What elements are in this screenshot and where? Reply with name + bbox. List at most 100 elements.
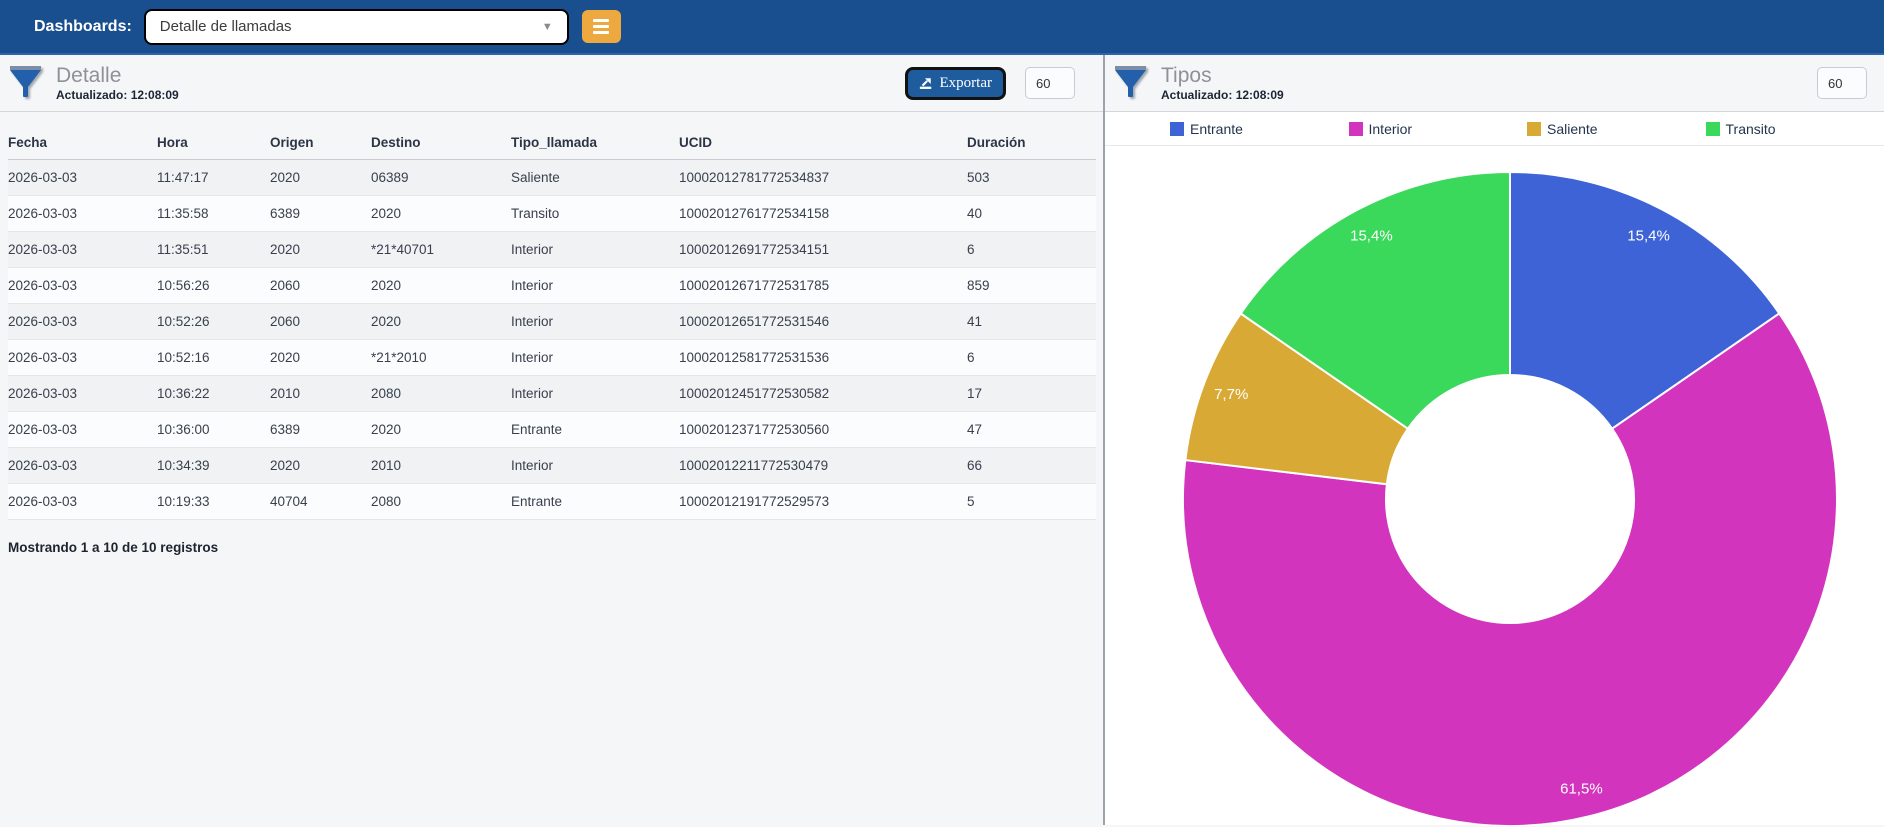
table-cell: 10:34:39 [157, 447, 270, 484]
table-cell: 2010 [371, 447, 511, 484]
table-cell: 10:36:00 [157, 411, 270, 448]
legend-item-transito[interactable]: Transito [1705, 120, 1884, 137]
legend-item-interior[interactable]: Interior [1348, 120, 1528, 137]
table-row: 2026-03-03 10:36:00 6389 2020 Entrante 100020… [8, 411, 1096, 448]
types-updated-text: Actualizado: 12:08:09 [1161, 88, 1284, 102]
table-cell: 2010 [270, 375, 371, 412]
table-cell: Transito [511, 195, 679, 232]
column-header-tipo_llamada[interactable]: Tipo_llamada [511, 126, 679, 160]
table-cell: 6389 [270, 195, 371, 232]
detail-updated-text: Actualizado: 12:08:09 [56, 88, 179, 102]
dashboard-select[interactable]: Detalle de llamadas ▼ [143, 8, 569, 45]
column-header-fecha[interactable]: Fecha [8, 126, 157, 160]
table-cell: 10002012191772529573 [679, 483, 967, 520]
updated-label: Actualizado: [56, 88, 128, 103]
table-row: 2026-03-03 10:52:16 2020 *21*2010 Interior 10… [8, 339, 1096, 376]
table-cell: 2020 [270, 339, 371, 376]
menu-button[interactable] [581, 10, 621, 43]
table-cell: 2080 [371, 483, 511, 520]
table-cell: 10:19:33 [157, 483, 270, 520]
pie-slice-transito[interactable] [1239, 171, 1511, 430]
table-footer: Mostrando 1 a 10 de 10 registros [8, 540, 219, 555]
table-cell: 10002012651772531546 [679, 303, 967, 340]
table-row: 2026-03-03 10:56:26 2060 2020 Interior 100020… [8, 267, 1096, 304]
table-cell: 2026-03-03 [8, 411, 157, 448]
table-cell: 2020 [371, 303, 511, 340]
table-cell: 2026-03-03 [8, 267, 157, 304]
table-cell: 6389 [270, 411, 371, 448]
hamburger-icon [593, 19, 610, 34]
table-cell: 66 [967, 447, 1096, 484]
table-cell: 47 [967, 411, 1096, 448]
table-cell: 10:56:26 [157, 267, 270, 304]
table-cell: 6 [967, 231, 1096, 268]
table-cell: Entrante [511, 483, 679, 520]
table-cell: 2026-03-03 [8, 375, 157, 412]
table-cell: 06389 [371, 159, 511, 196]
table-cell: 2026-03-03 [8, 195, 157, 232]
table-cell: 2020 [371, 267, 511, 304]
legend-label: Transito [1725, 120, 1776, 137]
updated-time: 12:08:09 [1235, 88, 1284, 103]
chevron-down-icon: ▼ [541, 20, 553, 33]
table-cell: 10:52:26 [157, 303, 270, 340]
table-cell: 859 [967, 267, 1096, 304]
table-row: 2026-03-03 10:19:33 40704 2080 Entrante 10002… [8, 483, 1096, 520]
table-cell: 10002012671772531785 [679, 267, 967, 304]
table-cell: 10002012581772531536 [679, 339, 967, 376]
table-cell: 10:52:16 [157, 339, 270, 376]
legend-swatch-icon [1348, 121, 1363, 136]
legend-item-saliente[interactable]: Saliente [1527, 121, 1706, 137]
legend-label: Saliente [1547, 120, 1598, 137]
table-cell: 11:35:51 [157, 231, 270, 268]
pie-slice-entrante[interactable] [1509, 171, 1781, 430]
types-panel-header: Tipos Actualizado: 12:08:09 [1105, 55, 1884, 112]
types-refresh-input[interactable] [1817, 67, 1867, 99]
table-cell: 2020 [270, 159, 371, 196]
table-cell: 41 [967, 303, 1096, 340]
types-panel-title: Tipos [1161, 63, 1212, 87]
column-header-hora[interactable]: Hora [157, 126, 270, 160]
legend-item-entrante[interactable]: Entrante [1170, 121, 1349, 137]
table-cell: Interior [511, 375, 679, 412]
dashboard-body: Detalle Actualizado: 12:08:09 Export [0, 55, 1884, 826]
table-cell: 2080 [371, 375, 511, 412]
table-cell: Entrante [511, 411, 679, 448]
pie-slice-label: 7,7% [1214, 386, 1248, 403]
pie-slice-interior[interactable] [1182, 312, 1838, 826]
calls-table-head: Fecha Hora Origen Destino Tipo_llamada UCID Du… [8, 126, 1096, 160]
legend-swatch-icon [1527, 121, 1541, 136]
table-cell: 17 [967, 375, 1096, 412]
table-cell: 2026-03-03 [8, 447, 157, 484]
table-cell: 10002012761772534158 [679, 195, 967, 232]
updated-label: Actualizado: [1161, 88, 1233, 103]
table-cell: 10002012691772534151 [679, 231, 967, 268]
legend-swatch-icon [1170, 121, 1184, 136]
table-row: 2026-03-03 11:35:58 6389 2020 Transito 100020… [8, 195, 1096, 232]
column-header-origen[interactable]: Origen [270, 126, 371, 160]
detail-refresh-input[interactable] [1025, 67, 1075, 99]
table-cell: Interior [511, 303, 679, 340]
column-header-duración[interactable]: Duración [967, 126, 1096, 160]
calls-table-body: 2026-03-03 11:47:17 2020 06389 Saliente 10002… [8, 159, 1096, 520]
donut-chart: 15,4% 61,5% 7,7% 15,4% [1105, 146, 1884, 826]
pie-slice-label: 15,4% [1350, 227, 1393, 244]
table-cell: Interior [511, 339, 679, 376]
chart-legend: Entrante Interior Saliente Transito [1105, 112, 1884, 146]
export-button[interactable]: Exportar [904, 66, 1006, 100]
table-cell: 40 [967, 195, 1096, 232]
table-cell: 5 [967, 483, 1096, 520]
table-row: 2026-03-03 11:47:17 2020 06389 Saliente 10002… [8, 159, 1096, 196]
dashboard-select-value: Detalle de llamadas [159, 18, 292, 35]
detail-panel: Detalle Actualizado: 12:08:09 Export [0, 55, 1105, 825]
column-header-ucid[interactable]: UCID [679, 126, 967, 160]
export-icon [919, 76, 933, 90]
detail-panel-header: Detalle Actualizado: 12:08:09 Export [0, 55, 1103, 112]
legend-label: Interior [1368, 120, 1413, 137]
table-cell: 2020 [270, 447, 371, 484]
table-row: 2026-03-03 11:35:51 2020 *21*40701 Interior 1… [8, 231, 1096, 268]
table-cell: 2026-03-03 [8, 339, 157, 376]
detail-panel-title: Detalle [56, 63, 122, 87]
column-header-destino[interactable]: Destino [371, 126, 511, 160]
filter-icon [1113, 61, 1149, 106]
